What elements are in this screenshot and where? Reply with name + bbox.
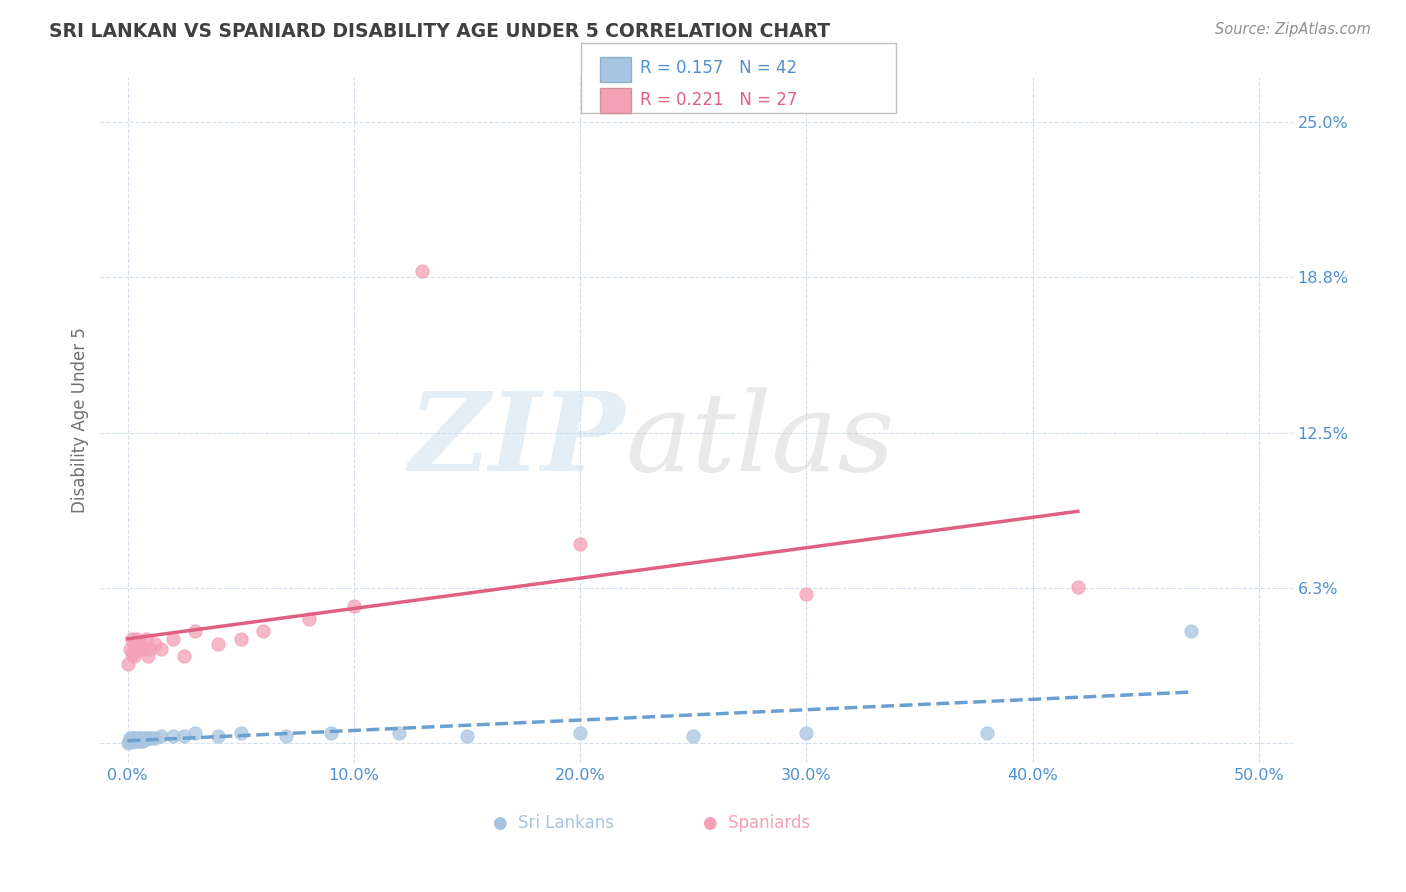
Point [162, 729, 184, 743]
Point [794, 726, 817, 740]
Point [136, 731, 159, 745]
Y-axis label: Disability Age Under 5: Disability Age Under 5 [72, 327, 89, 513]
Point [117, 736, 139, 750]
Point [121, 733, 143, 747]
Point [124, 731, 146, 745]
Point [125, 632, 148, 646]
Point [135, 731, 157, 745]
Point [128, 731, 150, 745]
Point [141, 731, 163, 745]
Text: ZIP: ZIP [408, 387, 626, 494]
Point [173, 729, 195, 743]
Point [132, 731, 155, 745]
Point [388, 726, 411, 740]
Point [343, 599, 366, 614]
Point [1067, 580, 1090, 594]
Point [139, 731, 162, 745]
Point [117, 657, 139, 671]
Point [129, 637, 152, 651]
Point [207, 637, 229, 651]
Text: atlas: atlas [626, 387, 894, 494]
Point [124, 649, 146, 664]
Point [682, 729, 704, 743]
Point [569, 726, 592, 740]
Point [118, 731, 141, 745]
Point [274, 729, 297, 743]
Text: ●  Sri Lankans: ● Sri Lankans [494, 814, 614, 832]
Point [121, 731, 143, 745]
Point [121, 632, 143, 646]
Point [135, 632, 157, 646]
Point [456, 729, 478, 743]
Point [143, 731, 166, 745]
Point [411, 264, 433, 278]
Point [184, 726, 207, 740]
Point [128, 731, 150, 745]
Point [129, 733, 152, 747]
Point [132, 733, 155, 747]
Point [129, 731, 152, 745]
Point [118, 733, 141, 747]
Point [125, 733, 148, 747]
Point [121, 733, 143, 747]
Point [128, 641, 150, 656]
Point [124, 731, 146, 745]
Point [143, 637, 166, 651]
Point [794, 587, 817, 601]
Point [121, 647, 143, 661]
Point [128, 733, 150, 747]
Point [121, 731, 143, 745]
Text: R = 0.157   N = 42: R = 0.157 N = 42 [640, 59, 797, 78]
Point [569, 537, 592, 551]
Point [252, 624, 274, 639]
Text: ●  Spaniards: ● Spaniards [703, 814, 810, 832]
Point [162, 632, 184, 646]
Point [321, 726, 343, 740]
Text: R = 0.221   N = 27: R = 0.221 N = 27 [640, 91, 797, 109]
Point [173, 649, 195, 664]
Point [118, 641, 141, 656]
Point [229, 632, 252, 646]
Point [124, 637, 146, 651]
Point [139, 641, 162, 656]
Point [150, 729, 173, 743]
Point [229, 726, 252, 740]
Point [150, 641, 173, 656]
Point [132, 641, 155, 656]
Text: SRI LANKAN VS SPANIARD DISABILITY AGE UNDER 5 CORRELATION CHART: SRI LANKAN VS SPANIARD DISABILITY AGE UN… [49, 22, 831, 41]
Point [121, 733, 143, 747]
Point [297, 612, 319, 626]
Point [976, 726, 998, 740]
Text: Source: ZipAtlas.com: Source: ZipAtlas.com [1215, 22, 1371, 37]
Point [136, 649, 159, 664]
Point [207, 729, 229, 743]
Point [1180, 624, 1202, 639]
Point [118, 733, 141, 747]
Point [125, 731, 148, 745]
Point [184, 624, 207, 639]
Point [124, 733, 146, 747]
Point [124, 733, 146, 747]
